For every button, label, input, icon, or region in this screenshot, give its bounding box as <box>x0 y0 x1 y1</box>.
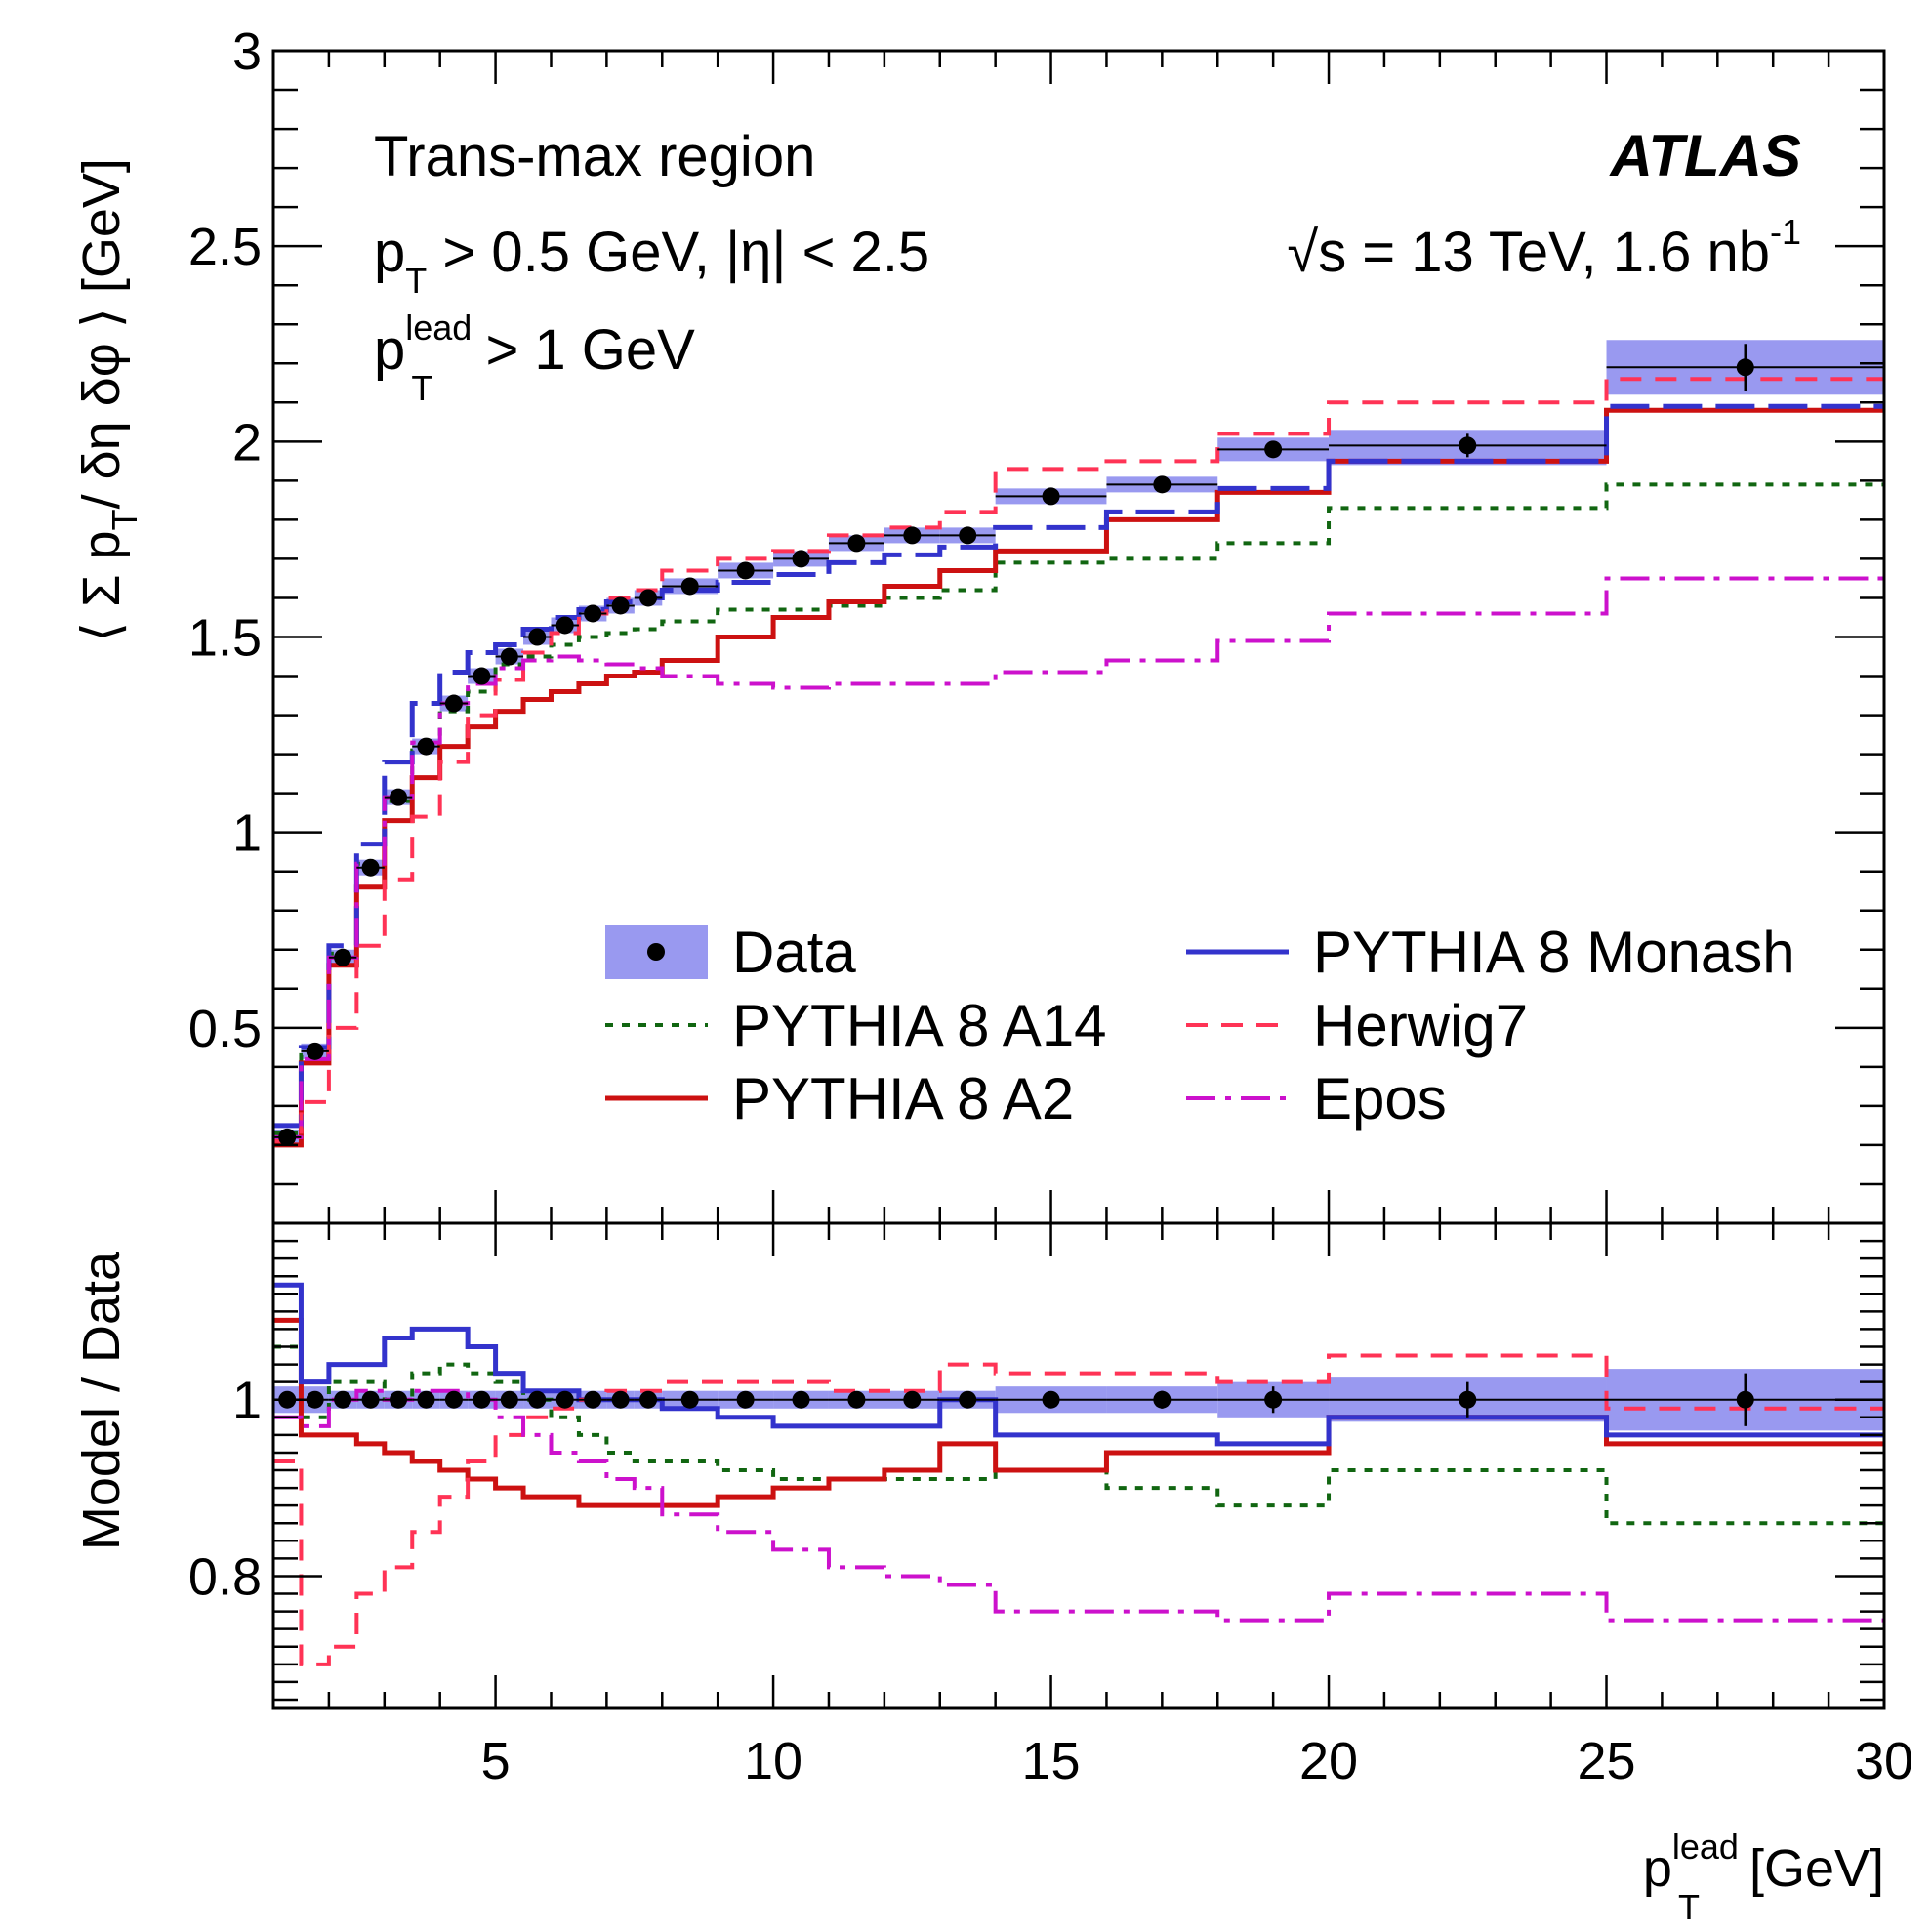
energy-label: √s = 13 TeV, 1.6 nb-1 <box>1287 212 1801 284</box>
x-tick-label-30: 30 <box>1855 1732 1913 1790</box>
main-y-tick-label-0.5: 0.5 <box>188 1000 262 1058</box>
x-tick-label-25: 25 <box>1577 1732 1635 1790</box>
ratio-data-point-3 <box>361 1390 380 1409</box>
ratio-series-1 <box>273 1317 1884 1508</box>
ratio-data-point-20 <box>1042 1390 1060 1409</box>
ratio-data-point-5 <box>417 1390 435 1409</box>
legend-label-3: PYTHIA 8 Monash <box>1313 920 1795 985</box>
main-data-point-4 <box>390 788 408 806</box>
main-data-point-10 <box>555 616 574 635</box>
legend-label-5: Epos <box>1313 1066 1447 1131</box>
ratio-data-point-12 <box>611 1390 630 1409</box>
x-tick-label-5: 5 <box>481 1732 511 1790</box>
main-data-point-6 <box>444 694 463 713</box>
main-data-point-21 <box>1153 475 1172 494</box>
ratio-data-point-7 <box>473 1390 491 1409</box>
ratio-data-point-2 <box>334 1390 352 1409</box>
main-data-point-19 <box>959 526 977 545</box>
main-data-point-13 <box>639 589 658 607</box>
main-data-point-15 <box>736 561 755 580</box>
main-series-0 <box>273 482 1884 1135</box>
main-data-point-24 <box>1736 358 1754 377</box>
main-data-point-0 <box>278 1128 297 1146</box>
x-tick-label-20: 20 <box>1299 1732 1358 1790</box>
legend-label-2: PYTHIA 8 A2 <box>732 1066 1074 1131</box>
lead-cut-label: plead T > 1 GeV <box>374 308 695 408</box>
main-y-tick-label-1: 1 <box>232 804 262 863</box>
ratio-data-point-6 <box>444 1390 463 1409</box>
legend-label-4: Herwig7 <box>1313 993 1528 1058</box>
ratio-data-point-23 <box>1459 1390 1477 1409</box>
ratio-series-4 <box>273 1388 1884 1623</box>
main-data-point-17 <box>847 534 866 553</box>
legend-label-0: Data <box>732 920 856 985</box>
ratio-data-point-4 <box>390 1390 408 1409</box>
main-data-point-3 <box>361 858 380 877</box>
main-data-point-14 <box>680 577 699 596</box>
ratio-data-point-22 <box>1264 1390 1283 1409</box>
ratio-data-point-17 <box>847 1390 866 1409</box>
track-cut-label: pT > 0.5 GeV, |η| < 2.5 <box>374 221 929 301</box>
ratio-data-point-24 <box>1736 1390 1754 1409</box>
ratio-y-tick-label-1: 1 <box>232 1372 262 1430</box>
main-y-tick-label-3: 3 <box>232 22 262 81</box>
main-series-1 <box>273 407 1884 1148</box>
ratio-data-point-19 <box>959 1390 977 1409</box>
main-data-point-22 <box>1264 440 1283 459</box>
main-series-4 <box>273 576 1884 1139</box>
ratio-data-point-15 <box>736 1390 755 1409</box>
main-data-point-9 <box>528 628 547 646</box>
main-data-point-18 <box>903 526 922 545</box>
main-data-point-5 <box>417 737 435 756</box>
ratio-data-point-18 <box>903 1390 922 1409</box>
ratio-data-point-9 <box>528 1390 547 1409</box>
ratio-data-point-16 <box>792 1390 810 1409</box>
legend-data-marker <box>647 943 665 961</box>
main-data-point-2 <box>334 948 352 966</box>
main-data-point-23 <box>1459 436 1477 455</box>
ratio-data-point-13 <box>639 1390 658 1409</box>
ratio-data-point-21 <box>1153 1390 1172 1409</box>
x-tick-label-15: 15 <box>1022 1732 1081 1790</box>
ratio-y-tick-label-0.8: 0.8 <box>188 1547 262 1606</box>
region-label: Trans-max region <box>374 125 815 188</box>
main-data-point-8 <box>500 647 518 666</box>
ratio-y-axis-title: Model / Data <box>72 1251 131 1550</box>
x-tick-label-10: 10 <box>744 1732 802 1790</box>
main-data-point-1 <box>306 1042 324 1060</box>
main-data-point-20 <box>1042 487 1060 506</box>
main-data-point-16 <box>792 550 810 568</box>
main-y-tick-label-2.5: 2.5 <box>188 218 262 276</box>
ratio-data-point-10 <box>555 1390 574 1409</box>
ratio-frame <box>271 1221 1886 1710</box>
atlas-label: ATLAS <box>1608 123 1801 188</box>
ratio-data-point-14 <box>680 1390 699 1409</box>
legend-label-1: PYTHIA 8 A14 <box>732 993 1107 1058</box>
main-y-axis-title: ⟨ Σ pT/ δη δφ ⟩ [GeV] <box>72 158 144 642</box>
main-data-point-11 <box>584 604 602 623</box>
main-data-point-12 <box>611 596 630 615</box>
ratio-data-point-11 <box>584 1390 602 1409</box>
main-y-tick-label-2: 2 <box>232 413 262 472</box>
x-axis-title: plead T [GeV] <box>1643 1827 1884 1927</box>
ratio-series-3 <box>273 1353 1884 1666</box>
main-data-point-7 <box>473 667 491 685</box>
main-y-tick-label-1.5: 1.5 <box>188 609 262 668</box>
ratio-data-point-8 <box>500 1390 518 1409</box>
